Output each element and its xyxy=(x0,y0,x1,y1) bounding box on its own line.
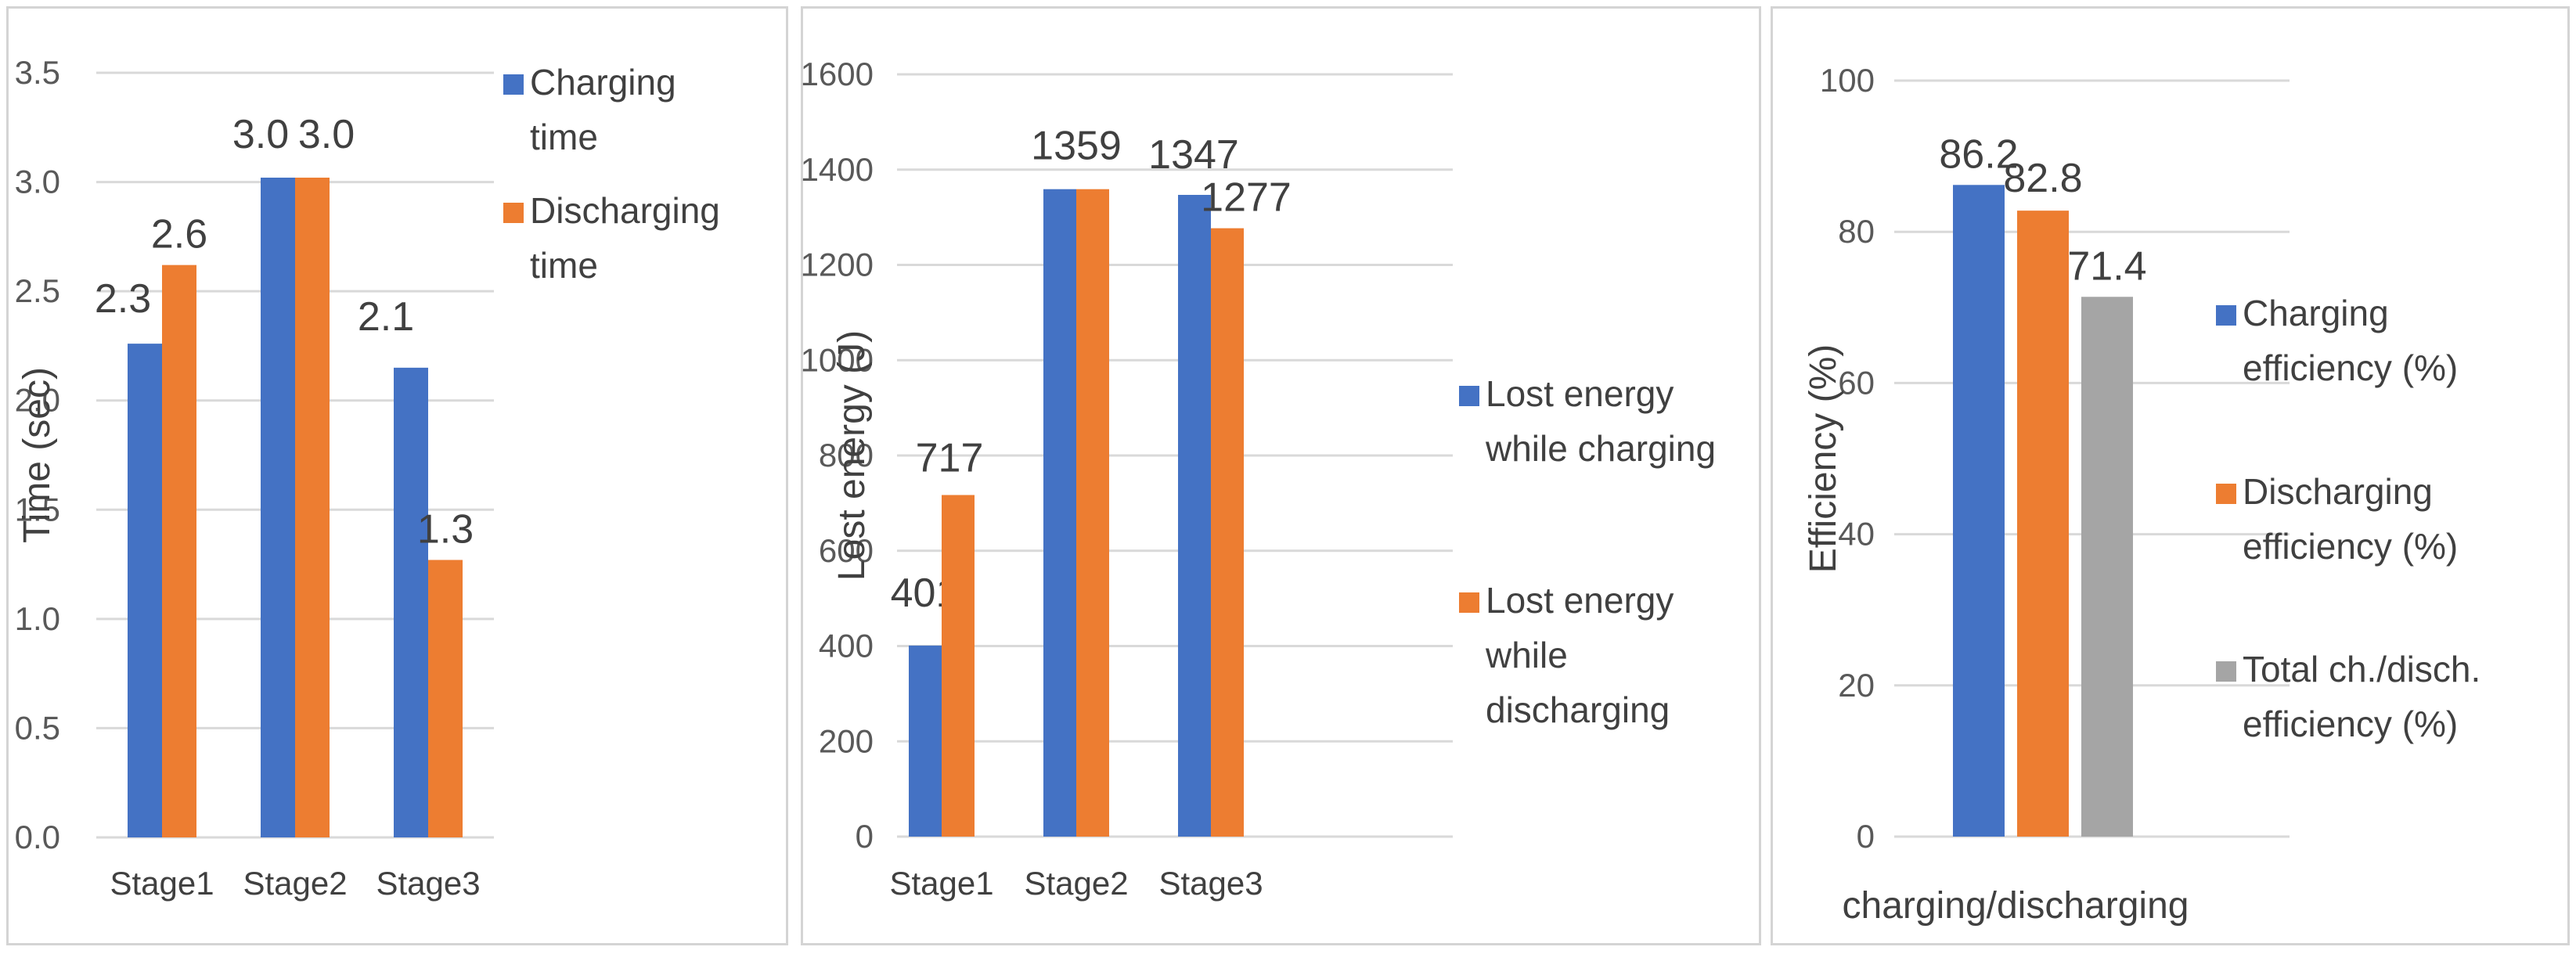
y-tick-label: 600 xyxy=(819,532,874,569)
x-axis-label: charging/discharging xyxy=(1843,885,2189,927)
y-axis-label: Lost energy (J) xyxy=(831,330,873,581)
y-tick-label: 1.0 xyxy=(15,600,60,637)
y-tick-label: 100 xyxy=(1820,62,1875,99)
bar-lost-energy-while-charging-stage2 xyxy=(1043,189,1076,837)
lost-energy-chart: 0 200 400 600 800 1000 1200 1400 1600 Lost energy… xyxy=(801,56,1717,902)
legend-label: time xyxy=(530,245,598,286)
time-chart: 0.0 0.5 1.0 1.5 2.0 2.5 3.0 3.5 Time (sec) 2.32.6… xyxy=(15,54,720,902)
bar-charging-efficiency--total xyxy=(1953,185,2005,837)
bar-lost-energy-while-discharging-stage3 xyxy=(1211,228,1244,837)
y-tick-label: 200 xyxy=(819,722,874,759)
legend-swatch xyxy=(503,203,524,223)
data-label: 1359 xyxy=(1031,124,1122,169)
bar-discharging-efficiency--total xyxy=(2017,211,2069,837)
bar-charging-time-stage1 xyxy=(128,344,162,837)
y-axis-label: Efficiency (%) xyxy=(1803,344,1844,574)
legend-label: time xyxy=(530,117,598,157)
y-tick-label: 400 xyxy=(819,628,874,664)
y-tick-label: 60 xyxy=(1838,364,1875,401)
legend-swatch xyxy=(2216,305,2236,326)
legend-label: Discharging xyxy=(530,190,720,231)
data-label: 2.1 xyxy=(358,294,414,340)
y-tick-label: 0.0 xyxy=(15,819,60,855)
chart-panel-efficiency: 0 20 40 60 80 100 Efficiency (%) 86.2 82.8 71.4 ch… xyxy=(1771,6,2570,945)
chart-panel-time: 0.0 0.5 1.0 1.5 2.0 2.5 3.0 3.5 Time (sec) 2.3 2.6… xyxy=(6,6,788,945)
category-label-stage3: Stage3 xyxy=(1158,865,1263,902)
legend-swatch xyxy=(2216,661,2236,682)
efficiency-chart: 0 20 40 60 80 100 Efficiency (%) 86.282.8 71.4 ch… xyxy=(1803,62,2481,927)
category-label-stage2: Stage2 xyxy=(1024,865,1128,902)
data-label: 1.3 xyxy=(417,506,474,552)
legend-label: while charging xyxy=(1485,428,1716,469)
bar-lost-energy-while-charging-stage3 xyxy=(1178,195,1211,837)
data-label: 3.0 xyxy=(232,112,289,157)
data-label: 2.6 xyxy=(151,212,207,257)
y-axis-label: Time (sec) xyxy=(16,367,58,543)
legend-swatch xyxy=(2216,484,2236,504)
data-label: 86.2 xyxy=(1939,131,2018,177)
y-tick-label: 3.5 xyxy=(15,54,60,91)
category-label-stage1: Stage1 xyxy=(110,865,214,902)
category-label-stage1: Stage1 xyxy=(889,865,993,902)
legend-label: Total ch./disch. xyxy=(2243,649,2481,689)
bar-lost-energy-while-discharging-stage2 xyxy=(1076,189,1109,837)
y-tick-label: 1.5 xyxy=(15,491,60,527)
data-label: 71.4 xyxy=(2067,243,2146,289)
data-label: 1277 xyxy=(1201,175,1292,221)
y-tick-label: 2.0 xyxy=(15,382,60,419)
y-tick-label: 3.0 xyxy=(15,164,60,200)
legend-label: Charging xyxy=(2243,293,2389,333)
legend-label: efficiency (%) xyxy=(2243,347,2458,388)
legend-label: Lost energy xyxy=(1486,373,1673,414)
y-tick-label: 80 xyxy=(1838,213,1875,250)
data-label: 82.8 xyxy=(2003,156,2082,201)
legend-label: Charging xyxy=(530,62,676,103)
data-label: 717 xyxy=(916,436,984,481)
y-tick-label: 40 xyxy=(1838,516,1875,553)
bar-charging-time-stage3 xyxy=(394,367,428,837)
chart-panel-lost-energy: 0 200 400 600 800 1000 1200 1400 1600 Lost energy… xyxy=(801,6,1761,945)
data-label: 2.3 xyxy=(95,276,151,322)
y-tick-label: 20 xyxy=(1838,667,1875,704)
legend-swatch xyxy=(503,74,524,95)
bar-charging-time-stage2 xyxy=(261,177,295,837)
y-tick-label: 1000 xyxy=(801,341,874,378)
y-tick-label: 800 xyxy=(819,437,874,473)
category-label-stage2: Stage2 xyxy=(243,865,347,902)
legend-label: discharging xyxy=(1486,689,1670,730)
bar-lost-energy-while-charging-stage1 xyxy=(909,645,942,837)
legend-swatch xyxy=(1459,592,1479,613)
y-tick-label: 2.5 xyxy=(15,272,60,309)
bar-lost-energy-while-discharging-stage1 xyxy=(942,495,975,837)
y-tick-label: 1600 xyxy=(801,56,874,92)
data-label: 3.0 xyxy=(298,112,355,157)
legend-label: Lost energy xyxy=(1486,580,1673,621)
data-label: 1347 xyxy=(1148,132,1239,178)
legend-label: while xyxy=(1485,635,1568,675)
y-tick-label: 1200 xyxy=(801,247,874,283)
y-tick-label: 0 xyxy=(856,818,874,855)
y-tick-label: 1400 xyxy=(801,151,874,188)
legend-label: Discharging xyxy=(2243,471,2433,512)
legend-swatch xyxy=(1459,386,1479,406)
category-label-stage3: Stage3 xyxy=(376,865,480,902)
legend-label: efficiency (%) xyxy=(2243,526,2458,567)
y-tick-label: 0 xyxy=(1857,818,1875,855)
bar-discharging-time-stage1 xyxy=(162,265,196,837)
bar-total-ch-disch-efficiency--total xyxy=(2081,297,2133,837)
legend-label: efficiency (%) xyxy=(2243,704,2458,744)
bar-discharging-time-stage3 xyxy=(428,560,463,837)
bar-discharging-time-stage2 xyxy=(295,177,330,837)
y-tick-label: 0.5 xyxy=(15,709,60,746)
